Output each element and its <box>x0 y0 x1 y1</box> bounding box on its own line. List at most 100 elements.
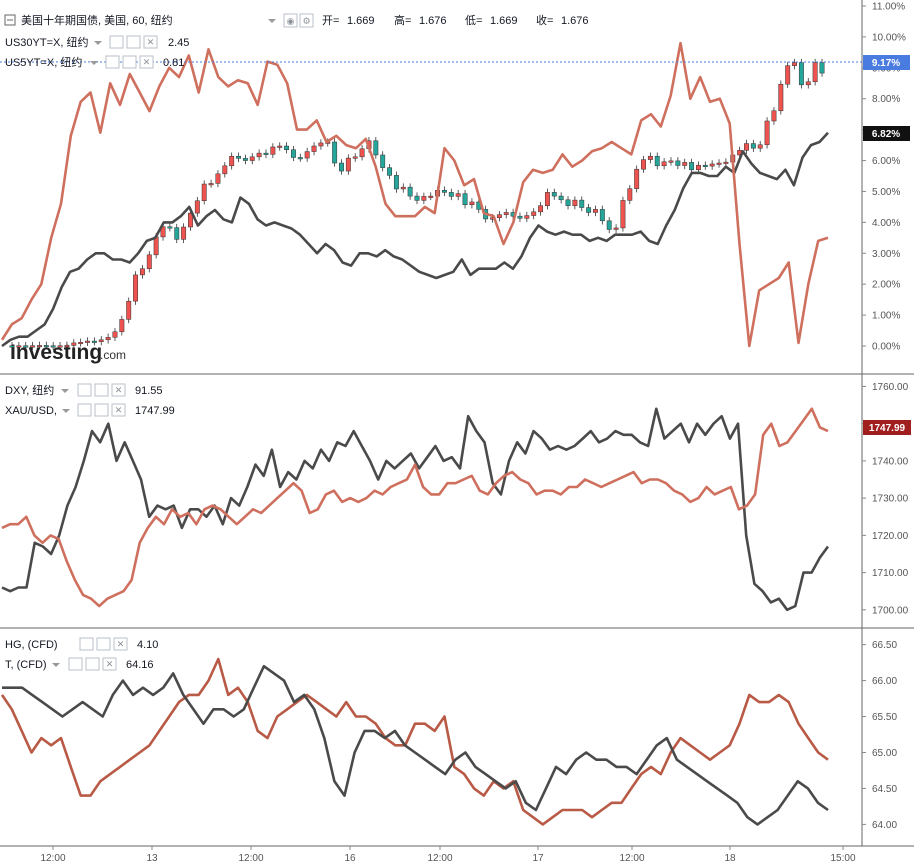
eye-icon[interactable] <box>68 657 83 671</box>
candle-body <box>146 254 152 269</box>
close-icon-glyph: ✕ <box>147 38 155 48</box>
close-icon[interactable] <box>111 403 126 417</box>
candle-body <box>538 205 544 213</box>
xau-legend: XAU/USD, ✕ 1747.99 <box>5 403 175 417</box>
eye-icon[interactable] <box>283 13 298 28</box>
y-tick-label: 1730.00 <box>872 494 909 505</box>
us30yt-value: 2.45 <box>168 37 189 49</box>
eye-icon[interactable] <box>79 637 94 651</box>
x-tick-label: 12:00 <box>427 853 452 864</box>
eye-icon-glyph: ◉ <box>287 17 295 27</box>
chevron-down-icon[interactable] <box>94 41 102 45</box>
symbol-title: 美国十年期国债, 美国, 60, 纽约 <box>21 13 173 27</box>
gear-icon[interactable] <box>94 403 109 417</box>
eye-icon[interactable] <box>105 55 120 69</box>
candle-body <box>78 342 84 345</box>
y-tick-label: 4.00% <box>872 218 900 229</box>
candlestick-series <box>9 58 825 350</box>
gear-icon[interactable] <box>122 55 137 69</box>
chevron-down-icon[interactable] <box>90 61 98 65</box>
low-value: 1.669 <box>490 15 518 27</box>
candle-body <box>496 214 502 218</box>
high-label: 高= <box>394 13 411 27</box>
candle-body <box>682 162 688 166</box>
candle-body <box>345 157 351 172</box>
y-tick-label: 1700.00 <box>872 605 909 616</box>
candle-body <box>750 143 756 149</box>
gear-icon[interactable] <box>85 657 100 671</box>
candle-body <box>57 345 63 348</box>
candle-body <box>744 143 749 151</box>
open-value: 1.669 <box>347 15 375 27</box>
chevron-down-icon[interactable] <box>52 663 60 667</box>
x-tick-label: 13 <box>146 853 158 864</box>
y-tick-label: 64.00 <box>872 820 897 831</box>
candle-body <box>23 345 29 348</box>
x-tick-label: 16 <box>344 853 356 864</box>
dxy-legend: DXY, 纽约 ✕ 91.55 <box>5 383 163 397</box>
candle-body <box>771 110 777 122</box>
us30yt-tag: 6.82% <box>863 126 910 141</box>
series-line <box>1 131 829 348</box>
candle-body <box>112 331 118 338</box>
logo-text: Investing <box>10 341 102 364</box>
gear-icon[interactable] <box>126 35 141 49</box>
candle-body <box>297 157 303 160</box>
candle-body <box>43 345 49 348</box>
t-value: 64.16 <box>126 659 154 671</box>
gear-icon[interactable] <box>94 383 109 397</box>
candle-body <box>256 152 262 158</box>
eye-icon[interactable] <box>77 403 92 417</box>
candle-body <box>668 160 674 163</box>
candle-body <box>311 145 317 152</box>
x-tick-label: 12:00 <box>619 853 644 864</box>
x-tick-label: 12:00 <box>238 853 263 864</box>
candle-body <box>105 337 111 341</box>
candle-body <box>695 164 701 171</box>
eye-icon[interactable] <box>109 35 124 49</box>
gear-icon[interactable] <box>96 637 111 651</box>
y-tick-label: 6.00% <box>872 156 900 167</box>
candle-body <box>91 340 97 343</box>
close-label: 收= <box>536 13 553 27</box>
close-icon[interactable] <box>111 383 126 397</box>
candle-body <box>167 226 173 229</box>
us5yt-legend: US5YT=X, 纽约 ✕ 0.81 <box>5 55 184 69</box>
us30yt-name: US30YT=X, 纽约 <box>5 35 88 49</box>
y-tick-label: 2.00% <box>872 280 900 291</box>
chevron-down-icon[interactable] <box>61 389 69 393</box>
candle-body <box>126 300 132 320</box>
candle-body <box>764 120 770 146</box>
candle-body <box>654 155 660 167</box>
y-tick-label: 1710.00 <box>872 568 909 579</box>
hg-name: HG, (CFD) <box>5 639 58 651</box>
candle-body <box>64 345 70 348</box>
eye-icon[interactable] <box>77 383 92 397</box>
candle-body <box>153 236 159 256</box>
chevron-down-icon[interactable] <box>62 409 70 413</box>
close-icon[interactable] <box>102 657 117 671</box>
close-icon[interactable] <box>143 35 158 49</box>
dxy-value: 91.55 <box>135 385 163 397</box>
close-icon[interactable] <box>113 637 128 651</box>
close-icon[interactable] <box>139 55 154 69</box>
candle-body <box>37 345 42 348</box>
candle-body <box>181 226 187 240</box>
us5yt-name: US5YT=X, 纽约 <box>5 55 82 69</box>
us30yt-legend: US30YT=X, 纽约 ✕ 2.45 <box>5 35 189 49</box>
gear-icon[interactable] <box>299 13 314 28</box>
series-line <box>0 657 829 826</box>
collapse-icon[interactable] <box>4 14 16 26</box>
candle-body <box>30 345 36 348</box>
y-tick-label: 1740.00 <box>872 456 909 467</box>
hg-legend: HG, (CFD) ✕ 4.10 <box>5 637 158 651</box>
candle-body <box>98 339 104 342</box>
y-tick-label: 1720.00 <box>872 531 909 542</box>
candle-body <box>565 199 571 206</box>
candle-body <box>421 196 427 201</box>
chevron-down-icon[interactable] <box>268 19 276 23</box>
high-value: 1.676 <box>419 15 447 27</box>
candle-body <box>778 83 784 112</box>
candle-body <box>593 209 598 213</box>
